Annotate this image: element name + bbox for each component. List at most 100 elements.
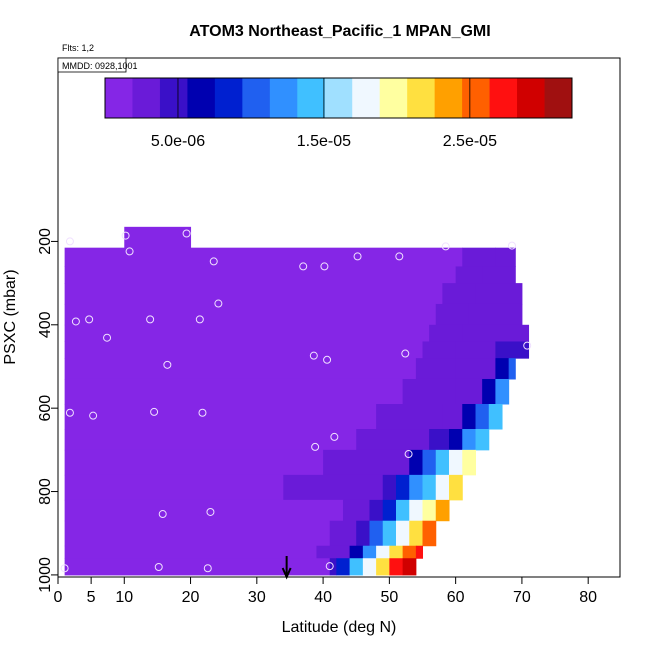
- x-tick-label: 60: [447, 589, 465, 606]
- heatmap: [64, 226, 530, 576]
- colorbar: 5.0e-06 1.5e-05 2.5e-05: [104, 77, 573, 150]
- heatmap-cell: [349, 545, 364, 559]
- heatmap-cell: [435, 499, 450, 522]
- heatmap-cell: [362, 545, 377, 559]
- flight-point: [182, 229, 191, 238]
- flight-point: [85, 315, 94, 324]
- flight-point: [311, 442, 320, 451]
- heatmap-cell: [389, 545, 404, 559]
- flight-point: [195, 315, 204, 324]
- chart-title: ATOM3 Northeast_Pacific_1 MPAN_GMI: [189, 23, 490, 40]
- colorbar-segment: [324, 78, 353, 118]
- heatmap-cell: [64, 247, 463, 267]
- heatmap-cell: [376, 404, 443, 430]
- flight-point: [214, 299, 223, 308]
- flight-point: [65, 408, 74, 417]
- heatmap-cell: [462, 449, 477, 476]
- x-tick-label: 10: [115, 589, 133, 606]
- flight-point: [103, 333, 112, 342]
- colorbar-tick-label: 5.0e-06: [151, 133, 205, 150]
- colorbar-segment: [407, 78, 436, 118]
- heatmap-cell: [462, 404, 477, 430]
- heatmap-cell: [402, 378, 457, 405]
- heatmap-cell: [455, 378, 483, 405]
- colorbar-tick-label: 2.5e-05: [443, 133, 497, 150]
- heatmap-cell: [369, 499, 384, 522]
- flight-point: [309, 351, 318, 360]
- flight-point: [523, 341, 532, 350]
- heatmap-cell: [409, 499, 424, 522]
- flight-point: [163, 360, 172, 369]
- heatmap-cell: [382, 520, 397, 547]
- heatmap-cell: [402, 558, 417, 576]
- arrow-head: [281, 567, 292, 580]
- flight-point: [125, 247, 134, 256]
- heatmap-cell: [449, 449, 463, 476]
- heatmap-cell: [356, 520, 370, 547]
- heatmap-cell: [64, 341, 424, 359]
- legend-text: MMDD: 0928,1001: [62, 61, 138, 71]
- flight-point: [89, 411, 98, 420]
- flight-point: [203, 564, 212, 573]
- colorbar-segment: [269, 78, 298, 118]
- heatmap-cell: [283, 474, 384, 501]
- heatmap-cell: [376, 545, 390, 559]
- heatmap-cell: [482, 266, 516, 284]
- y-tick-label: 1000: [37, 557, 54, 593]
- heatmap-cell: [508, 358, 516, 380]
- heatmap-cell: [64, 378, 404, 405]
- subtitle: Flts: 1,2: [62, 43, 94, 53]
- heatmap-cell: [356, 429, 430, 451]
- heatmap-cell: [429, 324, 463, 342]
- heatmap-cell: [442, 283, 477, 305]
- heatmap-cell: [475, 283, 523, 305]
- heatmap-cell: [488, 404, 503, 430]
- colorbar-segment: [242, 78, 271, 118]
- flight-point: [121, 231, 130, 240]
- heatmap-cell: [64, 404, 377, 430]
- x-tick-label: 50: [380, 589, 398, 606]
- x-tick-label: 20: [182, 589, 200, 606]
- heatmap-cell: [382, 499, 397, 522]
- heatmap-cell: [462, 429, 477, 451]
- heatmap-cell: [449, 429, 463, 451]
- colorbar-tick-label: 1.5e-05: [297, 133, 351, 150]
- heatmap-cell: [429, 429, 450, 451]
- flight-point: [320, 262, 329, 271]
- heatmap-cell: [64, 358, 417, 380]
- flight-point: [404, 450, 413, 459]
- colorbar-segment: [517, 78, 546, 118]
- heatmap-cell: [395, 474, 410, 501]
- colorbar-frame: [104, 77, 573, 119]
- heatmap-cell: [482, 378, 496, 405]
- heatmap-cell: [455, 341, 496, 359]
- heatmap-cell: [64, 303, 437, 326]
- heatmap-cell: [422, 341, 457, 359]
- heatmap-cell: [495, 247, 516, 267]
- heatmap-cell: [362, 558, 377, 576]
- flight-point: [206, 507, 215, 516]
- flight-point: [330, 432, 339, 441]
- heatmap-cell: [64, 449, 324, 476]
- flight-point: [65, 237, 74, 246]
- colorbar-segment: [462, 78, 491, 118]
- flight-point: [209, 257, 218, 266]
- flight-points: [60, 229, 532, 573]
- flight-point: [401, 349, 410, 358]
- heatmap-cell: [422, 474, 437, 501]
- heatmap-cell: [342, 499, 370, 522]
- heatmap-cell: [468, 303, 523, 326]
- legend-box: [57, 57, 127, 73]
- flight-point: [198, 408, 207, 417]
- colorbar-segment: [187, 78, 216, 118]
- heatmap-cell: [369, 520, 384, 547]
- heatmap-cell: [495, 358, 510, 380]
- flight-point: [353, 252, 362, 261]
- x-tick-label: 40: [314, 589, 332, 606]
- colorbar-segment: [214, 78, 243, 118]
- heatmap-cell: [389, 558, 404, 576]
- colorbar-segment: [297, 78, 326, 118]
- heatmap-cell: [409, 449, 424, 476]
- colorbar-segment: [544, 78, 573, 118]
- heatmap-cell: [455, 266, 483, 284]
